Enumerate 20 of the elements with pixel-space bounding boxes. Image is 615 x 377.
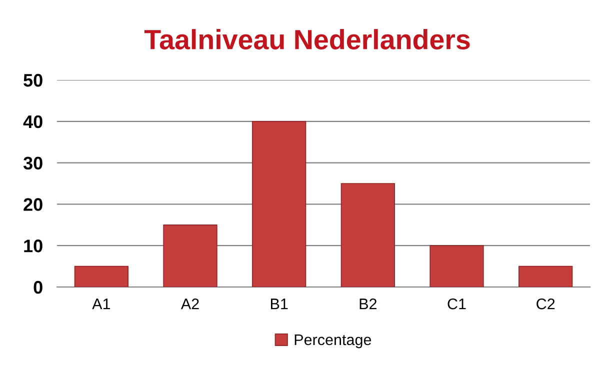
bar	[340, 183, 395, 287]
x-tick-label: C1	[448, 298, 466, 310]
y-tick-label: 30	[23, 156, 42, 170]
x-tick-label: B1	[270, 298, 288, 310]
bar	[252, 120, 306, 287]
legend-label: Percentage	[294, 334, 372, 348]
bar	[518, 266, 573, 287]
chart-title: Taalniveau Nederlanders	[144, 29, 470, 50]
y-tick-label: 20	[24, 198, 42, 211]
y-tick-label: 0	[34, 280, 42, 294]
x-tick-label: A2	[180, 298, 199, 310]
x-tick-label: C2	[536, 298, 555, 310]
bar	[163, 224, 218, 287]
x-tick-label: A1	[92, 298, 110, 310]
y-tick-label: 50	[24, 74, 42, 87]
y-tick-label: 40	[23, 115, 42, 128]
x-tick-label: B2	[360, 298, 376, 310]
bar	[430, 245, 484, 287]
y-tick-label: 10	[24, 240, 42, 252]
bar	[74, 266, 128, 287]
